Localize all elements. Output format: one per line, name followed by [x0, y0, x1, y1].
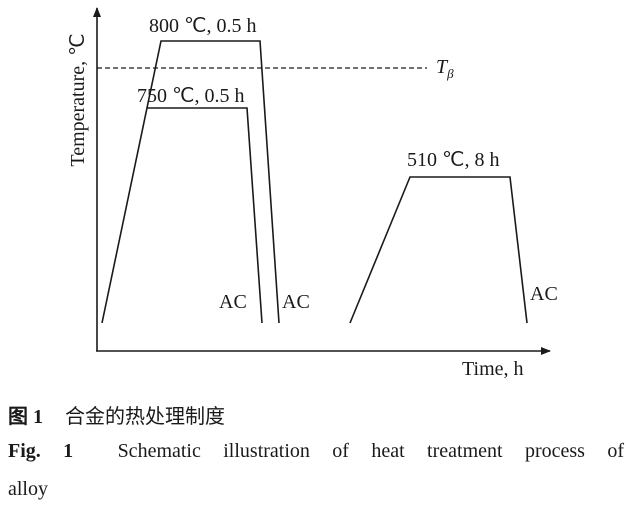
heat-treatment-diagram: Temperature, ℃ Time, h Tβ 800 ℃, 0.5 h 7…	[67, 7, 558, 380]
t-beta-label: Tβ	[436, 56, 454, 81]
cooling-label-510: AC	[530, 283, 558, 305]
cooling-label-800: AC	[282, 291, 310, 313]
curve-800	[101, 40, 280, 324]
curve-750	[147, 107, 263, 324]
curve-510	[349, 176, 528, 324]
y-axis-label: Temperature, ℃	[67, 33, 89, 166]
caption-en-text: Schematic illustration of heat treatment…	[117, 440, 624, 462]
t-beta-symbol: T	[436, 56, 449, 78]
cooling-label-750: AC	[219, 291, 247, 313]
caption-cn-label: 图 1	[8, 406, 43, 428]
t-beta-subscript: β	[446, 66, 454, 81]
caption-en: Fig. 1 Schematic illustration of heat tr…	[8, 440, 624, 463]
caption-en-label: Fig. 1	[8, 440, 74, 462]
caption-cn-text: 合金的热处理制度	[65, 406, 225, 428]
stage-800-label: 800 ℃, 0.5 h	[149, 15, 256, 37]
stage-510-label: 510 ℃, 8 h	[407, 149, 499, 171]
x-axis-label: Time, h	[462, 358, 524, 380]
caption-en-cont: alloy	[8, 478, 48, 500]
stage-750-label: 750 ℃, 0.5 h	[137, 85, 244, 107]
caption-cn: 图 1 合金的热处理制度	[8, 400, 225, 429]
